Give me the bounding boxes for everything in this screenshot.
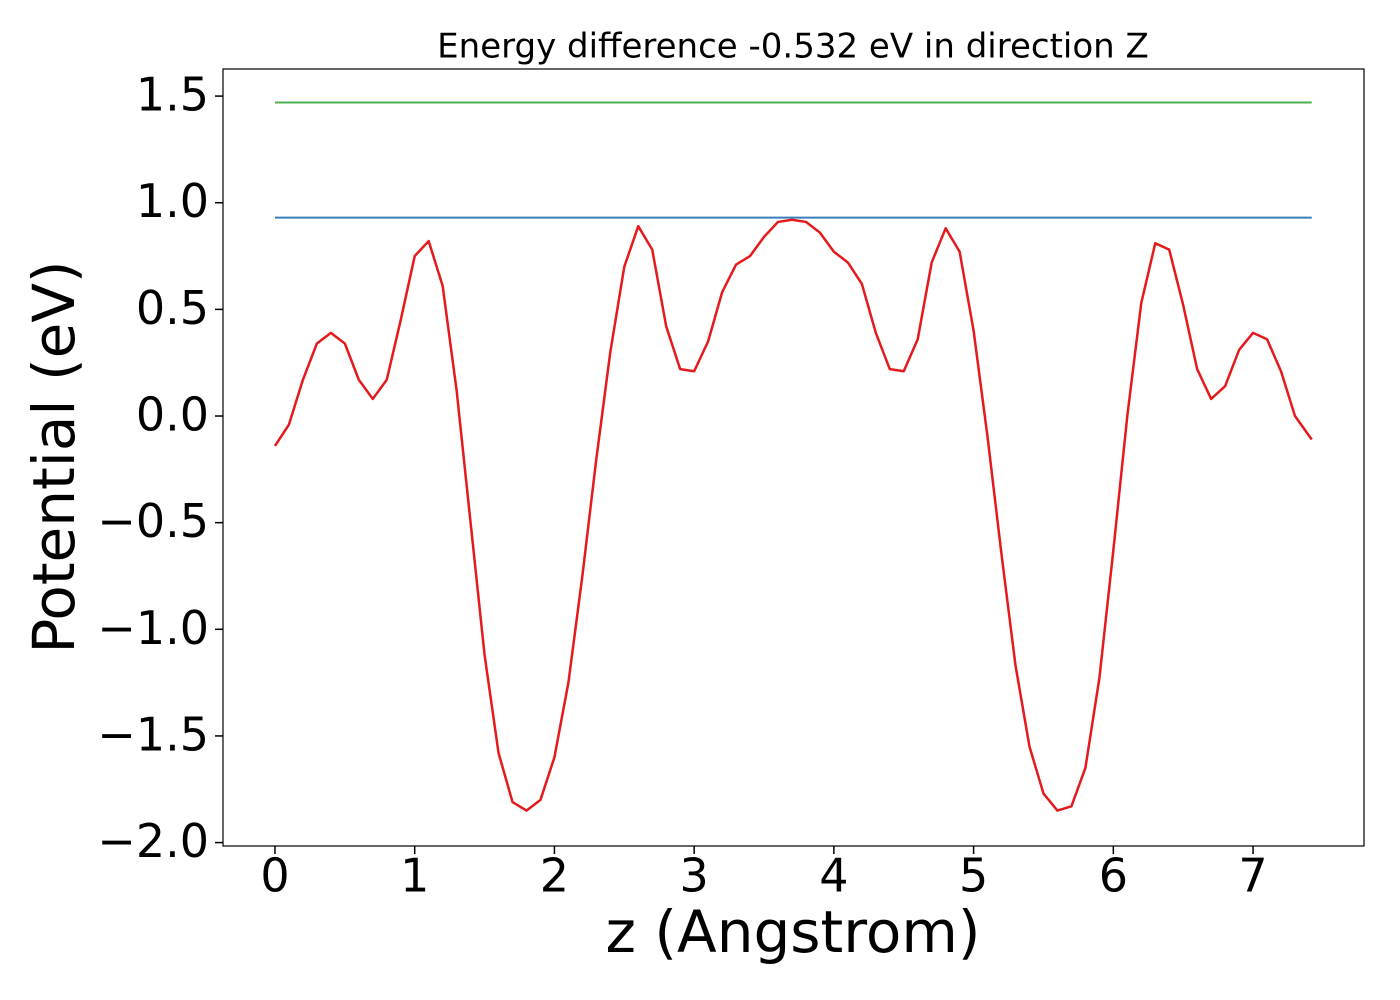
y-tick-label: −2.0 — [97, 814, 209, 868]
x-tick-label: 0 — [260, 849, 289, 903]
x-tick-label: 5 — [959, 849, 988, 903]
y-tick-label: −1.5 — [97, 707, 209, 761]
plot-frame — [222, 68, 1365, 847]
x-tick-label: 3 — [680, 849, 709, 903]
x-tick-label: 2 — [540, 849, 569, 903]
x-tick-label: 1 — [400, 849, 429, 903]
y-axis-label: Potential (eV) — [20, 260, 88, 653]
y-tick-label: 1.0 — [136, 174, 209, 228]
chart-title: Energy difference -0.532 eV in direction… — [437, 27, 1149, 67]
y-tick-label: 0.5 — [136, 281, 209, 335]
x-tick-label: 7 — [1238, 849, 1267, 903]
y-tick-label: −0.5 — [97, 494, 209, 548]
x-axis-label: z (Angstrom) — [606, 898, 981, 966]
x-tick-label: 6 — [1099, 849, 1128, 903]
y-tick-label: 1.5 — [136, 68, 209, 122]
x-tick-label: 4 — [819, 849, 848, 903]
data-line — [273, 218, 1313, 812]
y-tick-label: −1.0 — [97, 601, 209, 655]
y-tick-label: 0.0 — [136, 388, 209, 442]
